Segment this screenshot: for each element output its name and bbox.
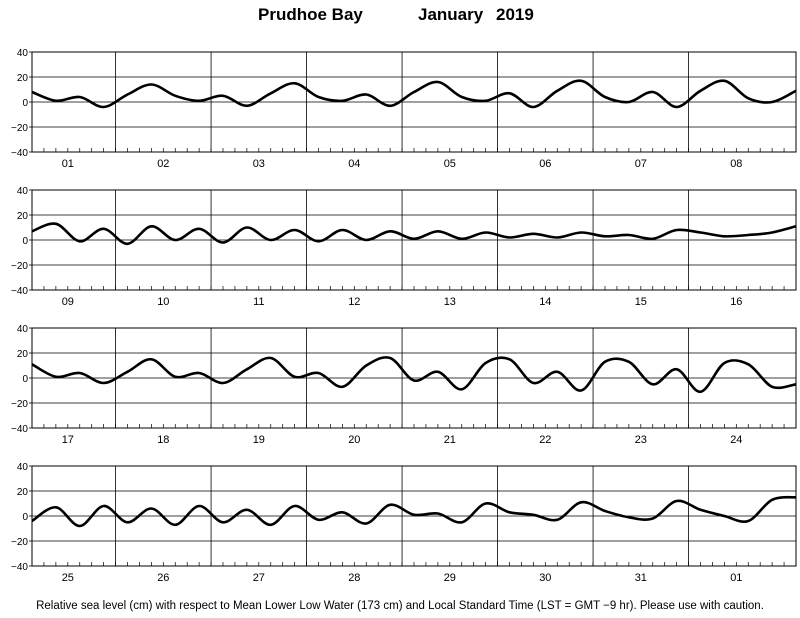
y-tick-label: 40 [17,324,29,335]
day-label: 02 [157,158,169,170]
day-label: 28 [348,572,360,584]
y-tick-label: 20 [17,487,29,498]
day-label: 08 [730,158,742,170]
y-tick-label: 0 [22,374,28,385]
day-label: 14 [539,296,551,308]
y-tick-label: 20 [17,211,29,222]
y-tick-label: 40 [17,462,29,473]
day-label: 22 [539,434,551,446]
day-label: 16 [730,296,742,308]
tide-curve [31,495,797,528]
y-tick-label: 0 [22,98,28,109]
y-tick-label: −40 [11,148,28,159]
day-label: 15 [635,296,647,308]
y-tick-label: −20 [11,261,28,272]
day-label: 30 [539,572,551,584]
day-label: 13 [444,296,456,308]
day-label: 11 [253,296,264,308]
tide-curve [31,222,797,246]
day-label: 01 [62,158,74,170]
day-label: 23 [635,434,647,446]
y-tick-label: 20 [17,349,29,360]
day-label: 27 [253,572,265,584]
day-label: 09 [62,296,74,308]
chart-title-station: Prudhoe Bay [258,5,363,24]
day-label: 25 [62,572,74,584]
day-label: 06 [539,158,551,170]
day-label: 12 [348,296,360,308]
day-label: 21 [444,434,456,446]
tide-chart: 40 20 0 −20 −40 01 02 03 04 05 06 07 08 40 20 0 −20 −40 09… [11,48,797,584]
day-label: 18 [157,434,169,446]
y-tick-label: −40 [11,424,28,435]
day-label: 07 [635,158,647,170]
day-label: 10 [157,296,169,308]
y-tick-label: −20 [11,399,28,410]
y-tick-label: 0 [22,512,28,523]
day-label: 19 [253,434,265,446]
footnote: Relative sea level (cm) with respect to … [36,600,764,612]
day-label: 31 [635,572,647,584]
y-tick-label: −20 [11,537,28,548]
day-label: 03 [253,158,265,170]
y-tick-label: 20 [17,73,29,84]
day-label: 29 [444,572,456,584]
day-label: 26 [157,572,169,584]
y-tick-label: 40 [17,186,29,197]
day-label: 24 [730,434,742,446]
chart-title-month: January [418,5,484,24]
day-label: 04 [348,158,360,170]
tide-curve [31,79,797,109]
y-tick-label: −20 [11,123,28,134]
y-tick-label: 40 [17,48,29,59]
chart-title-year: 2019 [496,5,534,24]
day-label: 01 [730,572,742,584]
y-tick-label: −40 [11,286,28,297]
day-label: 20 [348,434,360,446]
day-label: 05 [444,158,456,170]
y-tick-label: −40 [11,562,28,573]
tide-curve [31,356,797,394]
day-label: 17 [62,434,74,446]
y-tick-label: 0 [22,236,28,247]
